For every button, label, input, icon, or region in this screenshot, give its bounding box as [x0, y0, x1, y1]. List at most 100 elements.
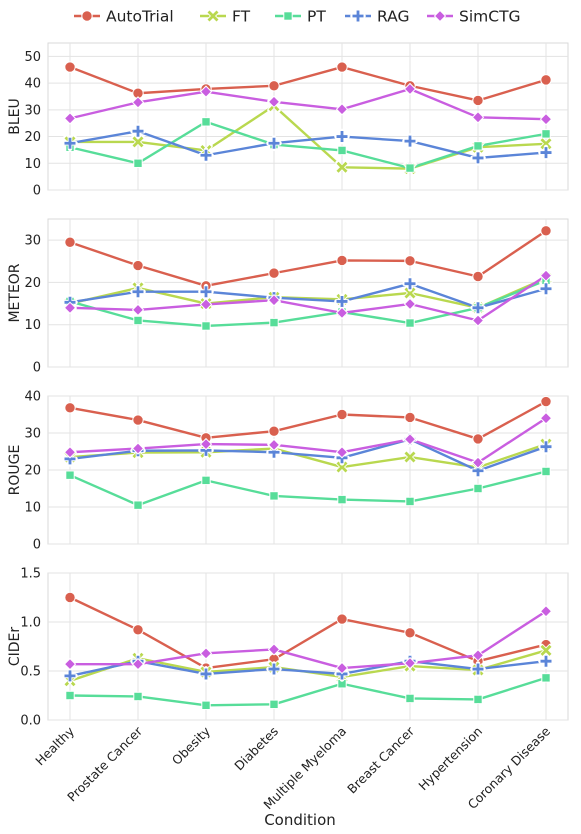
data-point-autotrial	[540, 395, 552, 408]
data-point-simctg	[63, 657, 77, 671]
data-point-rag	[402, 275, 418, 292]
data-point-ft	[539, 136, 553, 151]
legend-label-simctg: SimCTG	[459, 8, 521, 26]
y-axis-label: ROUGE	[7, 445, 23, 496]
data-point-rag	[130, 123, 146, 139]
data-point-rag	[470, 150, 486, 166]
data-point-autotrial	[132, 414, 144, 426]
y-tick-label: 20	[24, 276, 41, 291]
data-point-autotrial	[64, 402, 76, 414]
y-tick-label: 50	[24, 50, 41, 65]
legend: AutoTrial FT PT RAG SimCTG	[74, 8, 521, 26]
data-point-simctg	[403, 433, 417, 446]
data-point-rag	[470, 661, 486, 677]
y-axis-label: METEOR	[7, 263, 23, 322]
data-point-rag	[334, 128, 350, 145]
data-point-autotrial	[268, 267, 280, 279]
series-line-simctg	[69, 417, 547, 464]
data-point-pt	[473, 694, 483, 705]
data-point-pt	[133, 158, 143, 168]
x-tick-label: Hypertension	[415, 724, 485, 794]
data-point-autotrial	[336, 613, 348, 625]
data-point-autotrial	[132, 259, 144, 272]
y-tick-label: 10	[24, 318, 41, 333]
data-point-rag	[538, 280, 554, 297]
data-point-pt	[405, 318, 415, 328]
data-point-simctg	[199, 298, 213, 311]
data-point-simctg	[471, 111, 485, 124]
panel-rouge: 0 10 20 30 40 ROUGE	[7, 390, 569, 553]
data-point-simctg	[471, 456, 485, 469]
panel-bleu: 0 10 20 30 40 50 BLEU	[7, 42, 569, 199]
data-point-autotrial	[540, 74, 552, 86]
data-point-pt	[201, 321, 211, 331]
data-point-simctg	[335, 446, 349, 459]
data-point-rag	[538, 438, 554, 455]
x-tick-label: Diabetes	[231, 724, 281, 774]
legend-item-rag: RAG	[345, 8, 409, 26]
data-point-simctg	[403, 297, 417, 311]
data-point-rag	[62, 668, 78, 684]
y-tick-label: 0.0	[20, 714, 41, 729]
data-point-simctg	[539, 411, 553, 425]
data-point-ft	[335, 460, 349, 474]
data-point-rag	[470, 300, 486, 316]
series-line-simctg	[70, 610, 547, 670]
legend-label-rag: RAG	[377, 8, 409, 26]
data-point-rag	[334, 293, 350, 310]
data-point-simctg	[403, 82, 417, 96]
data-point-autotrial	[404, 627, 416, 639]
data-point-autotrial	[404, 411, 416, 424]
series-line-autotrial	[69, 229, 547, 288]
data-point-rag	[538, 144, 554, 161]
y-tick-label: 1.0	[20, 616, 41, 631]
data-point-autotrial	[268, 80, 280, 92]
data-point-autotrial	[540, 225, 552, 237]
data-point-simctg	[267, 438, 281, 452]
data-point-pt	[541, 466, 551, 477]
legend-marker-autotrial	[81, 10, 93, 22]
y-tick-label: 30	[24, 234, 41, 249]
data-point-simctg	[267, 95, 281, 109]
data-point-rag	[62, 135, 78, 152]
legend-marker-pt	[283, 11, 293, 21]
data-point-simctg	[335, 661, 349, 675]
legend-marker-rag	[350, 8, 366, 24]
legend-label-autotrial: AutoTrial	[106, 8, 174, 26]
data-point-simctg	[267, 293, 281, 307]
series-line-rag	[69, 129, 547, 160]
y-tick-label: 10	[24, 157, 41, 172]
data-point-simctg	[199, 437, 213, 451]
data-point-simctg	[267, 643, 281, 656]
data-point-rag	[198, 147, 214, 164]
data-point-pt	[201, 475, 211, 486]
x-tick-label: Prostate Cancer	[64, 723, 146, 805]
series-line-simctg	[69, 87, 547, 121]
y-tick-label: 20	[24, 130, 41, 145]
y-tick-label: 0	[33, 184, 41, 199]
data-point-autotrial	[472, 433, 484, 445]
data-point-pt	[133, 315, 143, 326]
legend-marker-ft	[206, 9, 220, 23]
data-point-pt	[133, 500, 143, 510]
data-point-autotrial	[64, 61, 76, 73]
data-point-pt	[337, 145, 347, 156]
y-tick-label: 0	[33, 538, 41, 553]
data-point-simctg	[471, 649, 485, 662]
data-point-pt	[405, 693, 415, 704]
data-point-simctg	[63, 112, 77, 125]
data-point-autotrial	[472, 94, 484, 107]
data-point-rag	[538, 653, 554, 669]
data-point-autotrial	[268, 425, 280, 437]
data-point-autotrial	[404, 255, 416, 267]
data-point-simctg	[199, 85, 213, 98]
y-axis-label: BLEU	[7, 98, 23, 135]
legend-item-ft: FT	[200, 8, 251, 26]
x-axis-label: Condition	[264, 811, 336, 829]
data-point-pt	[269, 317, 279, 328]
x-tick-label: Healthy	[32, 723, 77, 768]
y-tick-label: 30	[24, 427, 41, 442]
data-point-pt	[201, 117, 211, 127]
data-point-rag	[266, 661, 282, 677]
